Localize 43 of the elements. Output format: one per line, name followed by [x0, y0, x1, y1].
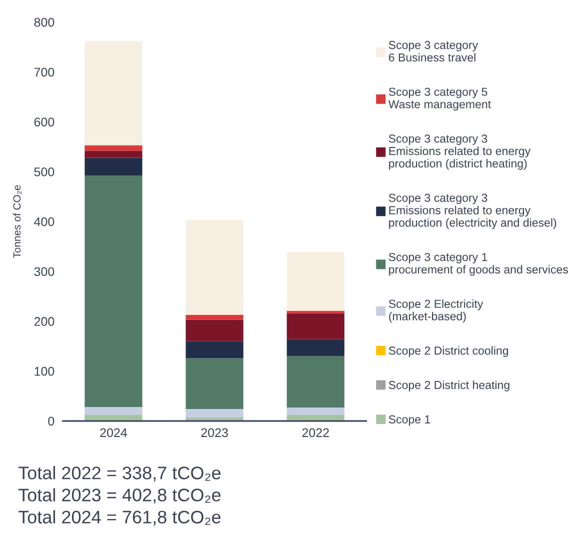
legend-label: Scope 1: [388, 415, 430, 426]
bar: [186, 320, 244, 342]
legend-label: Scope 3 category 3 Emissions related to energy production (electricity and diesel): [388, 194, 556, 230]
legend-label: Scope 3 category 1 procurement of goods and services: [388, 252, 568, 276]
bar: [186, 409, 244, 418]
legend-label: Scope 3 category 6 Business travel: [388, 40, 478, 62]
bar: [286, 313, 344, 340]
legend-label: Scope 2 Electricity (market-based): [388, 299, 484, 323]
legend-label: Scope 3 category 5 Waste management: [388, 88, 491, 111]
x-tick-label: 2024: [100, 428, 128, 438]
bar: [84, 176, 142, 408]
y-tick-label: 100: [34, 366, 54, 376]
x-tick-label: 2023: [201, 428, 228, 438]
bar: [186, 314, 244, 320]
x-tick-label: 2022: [302, 428, 329, 438]
legend-label: Scope 2 District heating: [388, 380, 510, 392]
y-tick-label: 200: [34, 317, 54, 326]
bar: [186, 358, 244, 410]
y-tick-label: 300: [34, 267, 54, 276]
bar: [286, 252, 344, 311]
legend-label: Scope 3 category 3 Emissions related to energy production (district heating): [388, 134, 531, 170]
y-tick-label: 700: [34, 68, 54, 77]
y-tick-label: 500: [34, 167, 54, 176]
bar: [84, 407, 142, 415]
y-tick-label: 0: [48, 416, 54, 426]
bar: [286, 339, 344, 356]
bar: [186, 341, 244, 358]
bar: [84, 150, 142, 158]
text: Total 2023 = 402,8 tCO₂e: [18, 488, 221, 504]
bar: [186, 220, 244, 315]
text: Total 2022 = 338,7 tCO₂e: [18, 466, 221, 482]
bar: [84, 145, 142, 151]
y-tick-label: 800: [34, 18, 54, 27]
bar: [286, 356, 344, 408]
text: Total 2024 = 761,8 tCO₂e: [18, 510, 221, 526]
bar: [84, 158, 142, 176]
bar: [286, 310, 344, 314]
legend-label: Scope 2 District cooling: [388, 346, 508, 357]
y-tick-label: 400: [34, 217, 54, 226]
y-axis-title: Tonnes of CO₂e: [12, 185, 22, 258]
bar: [286, 408, 344, 415]
y-tick-label: 600: [34, 118, 54, 126]
bar: [84, 41, 142, 146]
